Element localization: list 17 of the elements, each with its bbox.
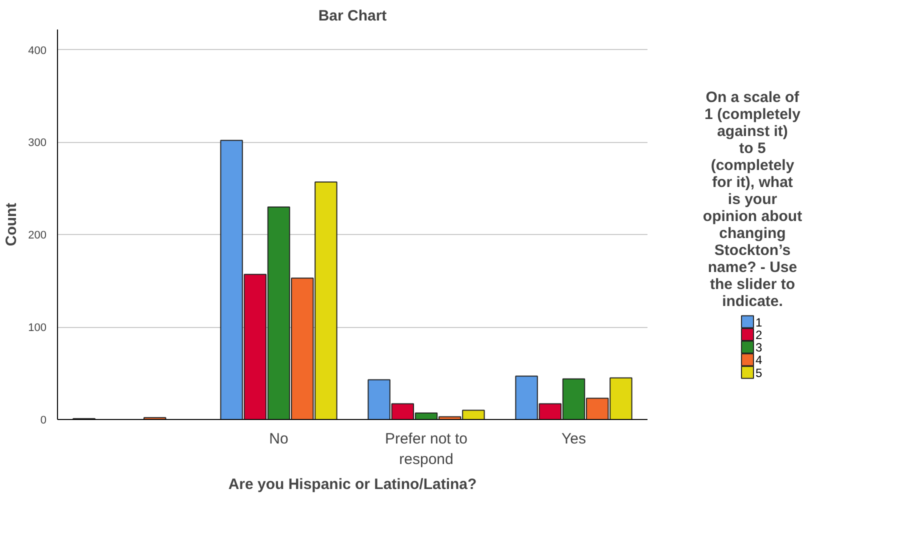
legend-label: 1: [756, 315, 762, 330]
x-tick-label: Prefer not to respond: [384, 430, 468, 468]
text: On a scale of 1 (completely against it) to 5 (completely for it), what is your opinion about changing Stockton’s name? - Use the slider to indicate.: [702, 88, 802, 310]
legend-label: 5: [756, 366, 762, 380]
x-tick-label: No: [269, 430, 288, 448]
legend-label: 3: [756, 340, 762, 355]
y-tick-label: 0: [40, 414, 47, 426]
legend-label: 2: [756, 328, 762, 342]
x-tick-label: Yes: [562, 430, 586, 448]
y-tick-label: 100: [28, 322, 47, 334]
y-axis-title: Count: [3, 202, 20, 246]
x-axis-title: Are you Hispanic or Latino/Latina?: [228, 476, 477, 493]
y-tick-label: 200: [28, 230, 47, 242]
chart-title: Bar Chart: [318, 8, 387, 24]
y-tick-label: 400: [28, 44, 47, 57]
legend-label: 4: [756, 353, 762, 368]
y-tick-label: 300: [28, 137, 47, 150]
